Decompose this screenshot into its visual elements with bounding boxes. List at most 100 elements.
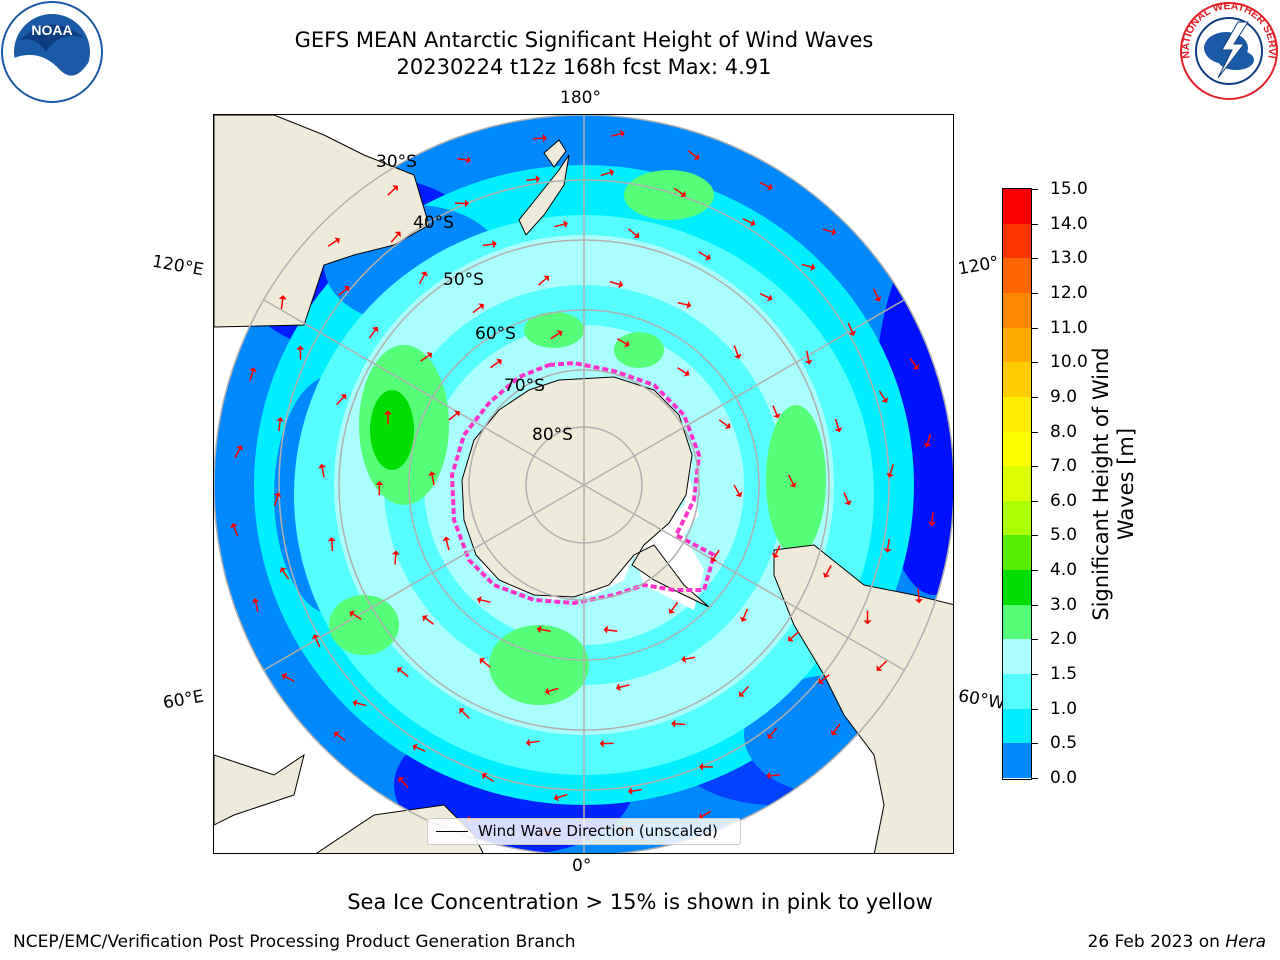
wave-arrow-shaft (399, 669, 409, 678)
wave-arrow-head (392, 185, 398, 192)
lon-label-120w: 120° (956, 252, 1001, 280)
wave-arrow-shaft (448, 413, 458, 421)
colorbar-segment (1003, 327, 1031, 363)
wave-arrow-shaft (529, 740, 540, 744)
wave-arrow-shaft (805, 350, 810, 361)
wave-arrow-shaft (461, 710, 470, 719)
page-title: GEFS MEAN Antarctic Significant Height o… (294, 28, 874, 52)
wave-arrow-head (603, 625, 609, 634)
wave-arrow-head (343, 285, 350, 292)
wave-arrow-head (352, 699, 358, 707)
wave-arrow-shaft (277, 421, 281, 432)
wave-arrow-shaft (532, 137, 543, 140)
wave-arrow-shaft (356, 702, 367, 707)
wave-arrow-head (705, 253, 711, 261)
wave-arrow-shaft (671, 601, 679, 611)
wave-arrow-shaft (772, 405, 778, 416)
wave-arrow-shaft (759, 181, 770, 188)
wave-arrow-head (886, 472, 894, 478)
wave-arrow-shaft (368, 329, 376, 339)
wave-arrow-head (876, 665, 883, 671)
wave-arrow-shaft (282, 570, 290, 580)
wave-arrow-head (383, 410, 392, 415)
colorbar-tick: 14.0 (1032, 214, 1088, 234)
wave-arrow-head (883, 548, 892, 553)
wave-arrow-head (912, 364, 920, 370)
wave-arrow-head (818, 677, 825, 685)
wave-arrow-shaft (788, 474, 794, 485)
wave-arrow-shaft (490, 361, 500, 369)
colorbar-segment (1003, 604, 1031, 640)
wave-arrow-shaft (878, 660, 888, 669)
wave-arrow-shaft (321, 467, 325, 478)
wave-arrow-head (311, 634, 320, 640)
wave-arrow-shaft (284, 675, 295, 682)
wave-arrow-head (492, 240, 497, 249)
wave-arrow-head (428, 471, 437, 476)
wave-arrow-head (281, 673, 288, 681)
wave-arrow-shaft (759, 292, 770, 299)
wave-arrow-head (738, 691, 745, 697)
wave-arrow-head (624, 340, 630, 348)
wave-arrow-head (556, 329, 563, 337)
wave-arrow-head (478, 303, 484, 310)
lon-label-60w: 60°W (956, 686, 1007, 714)
polar-map (214, 115, 953, 853)
colorbar-tick: 1.0 (1032, 699, 1077, 719)
wave-arrow-head (750, 219, 756, 227)
wave-arrow-head (375, 481, 384, 486)
wave-arrow-shaft (718, 419, 728, 427)
wave-arrow-head (686, 301, 692, 309)
wave-arrow-shaft (847, 322, 853, 333)
wave-arrow-shaft (742, 218, 753, 224)
colorbar-segment (1003, 258, 1031, 294)
legend-line-swatch (436, 831, 468, 832)
lat-label-50s: 50°S (443, 270, 484, 290)
wave-arrow-shaft (394, 554, 397, 565)
wave-arrow-shaft (554, 223, 565, 228)
wave-arrow-head (296, 345, 305, 350)
wave-arrow-head (810, 263, 816, 271)
wave-arrow-head (834, 427, 843, 433)
wave-arrow-head (618, 280, 624, 289)
wave-arrow-shaft (431, 475, 435, 486)
colorbar-segment (1003, 743, 1031, 779)
wave-arrow-shaft (889, 464, 895, 475)
wave-arrow-head (710, 556, 718, 562)
wave-arrow-head (767, 294, 773, 302)
sea-ice-note: Sea Ice Concentration > 15% is shown in … (347, 890, 933, 914)
wave-arrow-head (830, 729, 838, 736)
colorbar-tick: 10.0 (1032, 352, 1088, 372)
wave-arrow-head (671, 719, 676, 728)
nws-logo: NATIONAL WEATHER SERVICE (1178, 0, 1278, 100)
wave-arrow-shaft (713, 549, 720, 559)
wave-arrow-head (767, 183, 773, 191)
wave-arrow-shaft (909, 357, 917, 367)
wave-arrow-head (543, 275, 550, 282)
wave-arrow-head (525, 738, 531, 747)
wave-arrow-shaft (822, 228, 833, 233)
wave-arrow-head (698, 762, 704, 771)
wave-arrow-head (454, 410, 460, 417)
wave-arrow-head (276, 417, 285, 422)
wave-arrow-shaft (790, 631, 800, 640)
sea-ice-edge (449, 360, 717, 606)
colorbar-segment (1003, 466, 1031, 502)
colorbar-segment (1003, 639, 1031, 675)
wave-arrow-head (881, 397, 889, 403)
wave-arrow-shaft (338, 288, 347, 296)
lon-label-60e: 60°E (161, 686, 206, 714)
wave-arrow-shaft (733, 345, 739, 356)
wave-arrow-head (627, 787, 633, 796)
colorbar-segment (1003, 362, 1031, 398)
wave-arrow-shaft (400, 779, 409, 789)
wave-arrow-head (334, 731, 340, 738)
wave-arrow-shaft (548, 687, 559, 692)
wave-arrow-head (848, 330, 856, 336)
wave-arrow-shaft (249, 370, 254, 381)
wave-arrow-head (683, 369, 690, 377)
wave-arrow-shaft (687, 150, 697, 158)
colorbar-segment (1003, 431, 1031, 467)
wave-arrow-head (914, 598, 923, 604)
wave-arrow-shaft (917, 589, 920, 600)
